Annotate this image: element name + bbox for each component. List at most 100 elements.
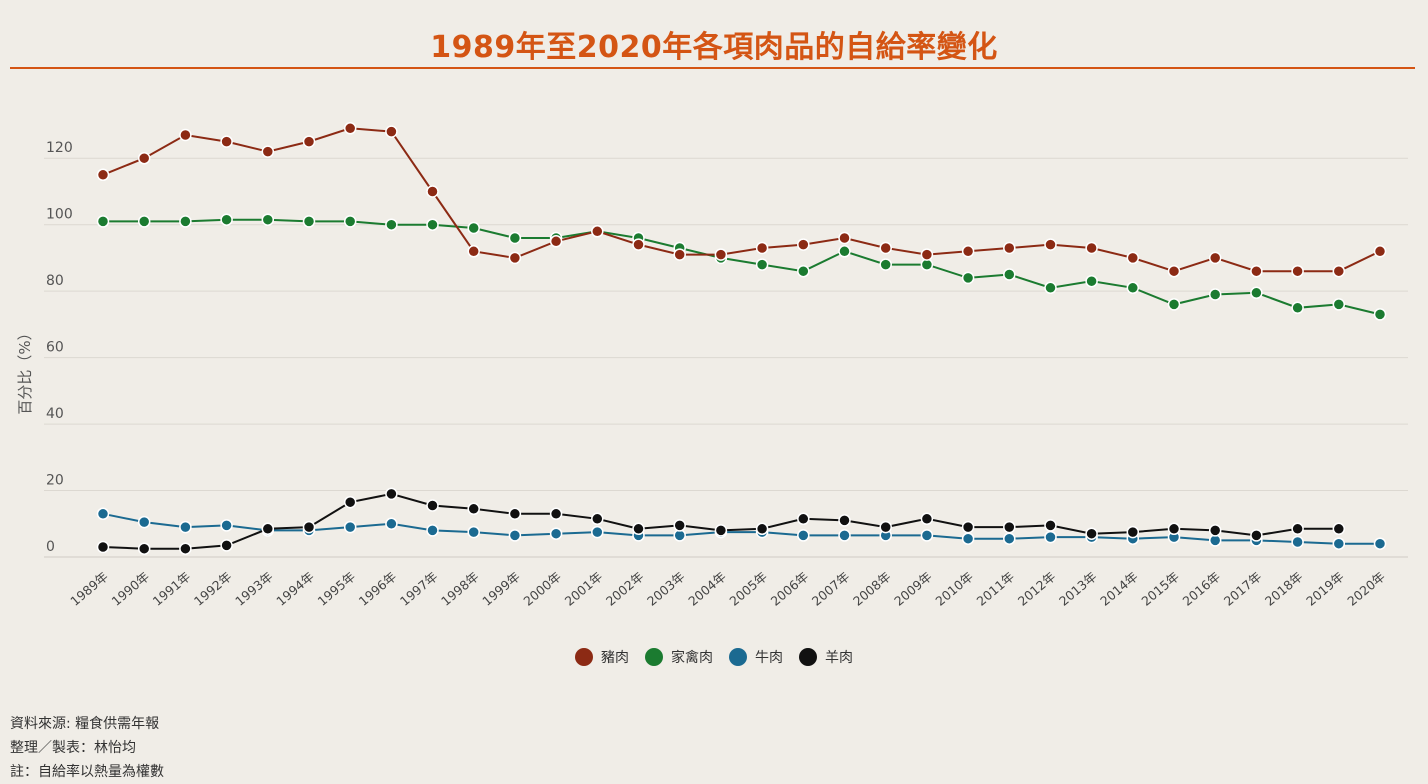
data-point[interactable] — [920, 248, 934, 261]
data-point[interactable] — [673, 519, 686, 532]
data-point[interactable] — [920, 512, 934, 526]
data-point[interactable] — [137, 215, 151, 228]
data-point[interactable] — [426, 499, 439, 512]
data-point[interactable] — [220, 135, 233, 148]
data-point[interactable] — [508, 529, 522, 542]
data-point[interactable] — [137, 515, 151, 529]
data-point[interactable] — [1291, 522, 1304, 536]
data-point[interactable] — [261, 145, 275, 158]
data-point[interactable] — [508, 231, 522, 245]
data-point[interactable] — [1126, 525, 1140, 539]
data-point[interactable] — [220, 539, 233, 552]
data-point[interactable] — [385, 517, 398, 531]
data-point[interactable] — [343, 520, 357, 534]
data-point[interactable] — [1003, 268, 1016, 281]
data-point[interactable] — [1126, 251, 1140, 265]
data-point[interactable] — [426, 218, 439, 231]
data-point[interactable] — [302, 215, 316, 228]
data-point[interactable] — [1332, 537, 1346, 550]
data-point[interactable] — [797, 529, 810, 542]
data-point[interactable] — [591, 512, 604, 526]
data-point[interactable] — [385, 125, 398, 138]
data-point[interactable] — [1044, 238, 1057, 251]
data-point[interactable] — [467, 502, 480, 516]
data-point[interactable] — [1003, 241, 1016, 255]
data-point[interactable] — [920, 529, 934, 542]
data-point[interactable] — [343, 215, 357, 228]
data-point[interactable] — [426, 524, 439, 537]
data-point[interactable] — [1126, 281, 1140, 295]
data-point[interactable] — [508, 251, 522, 265]
data-point[interactable] — [302, 520, 316, 534]
data-point[interactable] — [591, 225, 604, 238]
data-point[interactable] — [632, 238, 645, 251]
data-point[interactable] — [1167, 522, 1181, 536]
data-point[interactable] — [961, 520, 975, 534]
data-point[interactable] — [220, 519, 233, 532]
data-point[interactable] — [220, 213, 233, 226]
data-point[interactable] — [1250, 286, 1263, 300]
data-point[interactable] — [961, 532, 975, 545]
data-point[interactable] — [755, 258, 769, 271]
legend-item[interactable]: 豬肉 — [575, 647, 629, 667]
data-point[interactable] — [96, 507, 110, 521]
data-point[interactable] — [879, 241, 892, 255]
data-point[interactable] — [1044, 519, 1057, 532]
data-point[interactable] — [343, 495, 357, 509]
data-point[interactable] — [838, 231, 851, 245]
data-point[interactable] — [343, 122, 357, 135]
data-point[interactable] — [1208, 288, 1222, 301]
data-point[interactable] — [137, 151, 151, 165]
data-point[interactable] — [591, 525, 604, 539]
data-point[interactable] — [714, 248, 728, 261]
data-point[interactable] — [1250, 529, 1263, 542]
data-point[interactable] — [879, 258, 892, 271]
data-point[interactable] — [1044, 530, 1057, 544]
data-point[interactable] — [632, 522, 645, 536]
data-point[interactable] — [1003, 520, 1016, 534]
data-point[interactable] — [673, 248, 686, 261]
data-point[interactable] — [1373, 537, 1387, 550]
data-point[interactable] — [1291, 264, 1304, 278]
data-point[interactable] — [879, 520, 892, 534]
data-point[interactable] — [1332, 264, 1346, 278]
legend-item[interactable]: 羊肉 — [799, 647, 853, 667]
data-point[interactable] — [755, 522, 769, 536]
data-point[interactable] — [755, 241, 769, 255]
data-point[interactable] — [426, 185, 439, 198]
data-point[interactable] — [1085, 274, 1098, 288]
data-point[interactable] — [1291, 535, 1304, 549]
data-point[interactable] — [96, 168, 110, 182]
data-point[interactable] — [137, 542, 151, 555]
data-point[interactable] — [549, 527, 563, 540]
data-point[interactable] — [797, 238, 810, 251]
data-point[interactable] — [961, 245, 975, 258]
data-point[interactable] — [96, 215, 110, 228]
data-point[interactable] — [549, 507, 563, 521]
data-point[interactable] — [179, 542, 192, 555]
data-point[interactable] — [385, 487, 398, 501]
data-point[interactable] — [1167, 264, 1181, 278]
data-point[interactable] — [96, 540, 110, 554]
data-point[interactable] — [508, 507, 522, 521]
data-point[interactable] — [1291, 301, 1304, 315]
data-point[interactable] — [261, 522, 275, 536]
data-point[interactable] — [179, 128, 192, 142]
data-point[interactable] — [1085, 527, 1098, 540]
data-point[interactable] — [385, 218, 398, 231]
data-point[interactable] — [261, 213, 275, 226]
data-point[interactable] — [961, 271, 975, 285]
data-point[interactable] — [1208, 524, 1222, 537]
data-point[interactable] — [302, 135, 316, 148]
data-point[interactable] — [549, 235, 563, 248]
legend-item[interactable]: 家禽肉 — [645, 647, 713, 667]
data-point[interactable] — [467, 245, 480, 258]
data-point[interactable] — [797, 512, 810, 526]
data-point[interactable] — [1332, 298, 1346, 311]
data-point[interactable] — [1167, 298, 1181, 311]
data-point[interactable] — [1003, 532, 1016, 545]
data-point[interactable] — [467, 525, 480, 539]
data-point[interactable] — [838, 514, 851, 527]
data-point[interactable] — [714, 524, 728, 537]
data-point[interactable] — [838, 245, 851, 258]
